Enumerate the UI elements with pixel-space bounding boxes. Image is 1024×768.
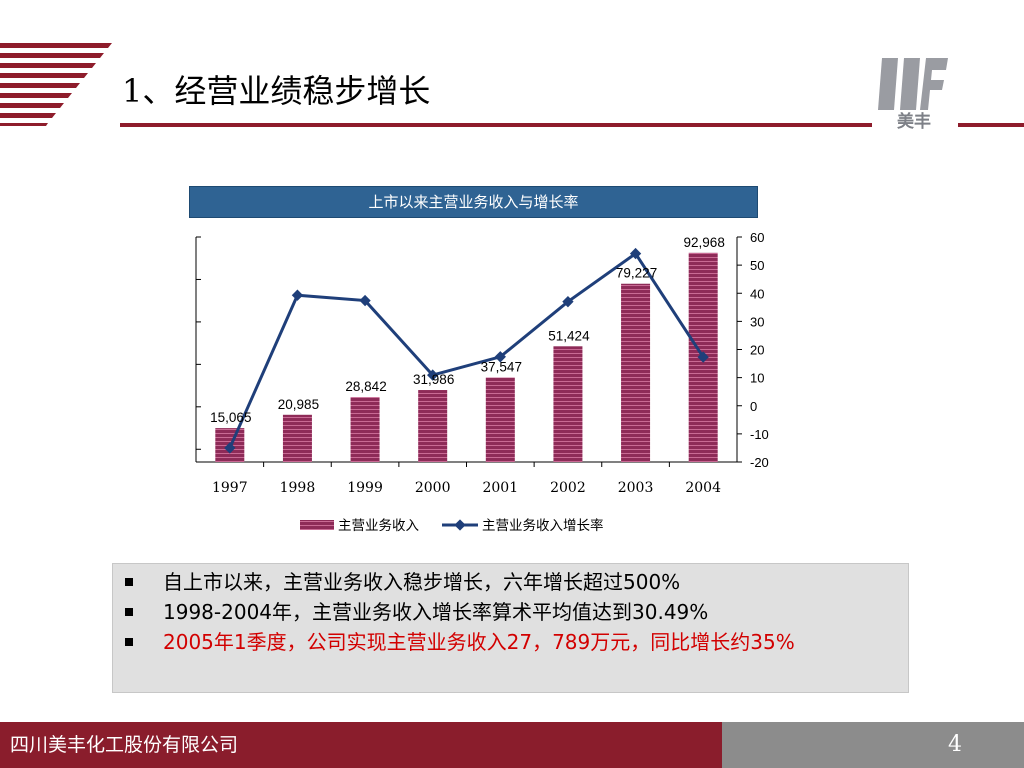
right-tick-label: -10	[750, 427, 769, 442]
x-tick-label: 2000	[415, 480, 451, 496]
right-tick-label: 10	[750, 371, 764, 386]
bullet-text: 自上市以来，主营业务收入稳步增长，六年增长超过500%	[163, 570, 681, 594]
bar-value-label: 15,065	[210, 410, 251, 425]
right-tick-label: 40	[750, 286, 764, 301]
x-tick-label: 1997	[212, 480, 248, 496]
company-logo	[878, 58, 948, 110]
x-tick-label: 2004	[685, 480, 721, 496]
growth-rate-point	[697, 351, 709, 363]
right-tick-label: 50	[750, 258, 764, 273]
bar-value-label: 28,842	[345, 379, 386, 394]
right-tick-label: 20	[750, 343, 764, 358]
revenue-bar	[485, 377, 515, 462]
right-tick-label: -20	[750, 455, 769, 470]
bar-value-label: 51,424	[548, 328, 590, 343]
square-bullet-icon	[125, 638, 133, 646]
bar-value-label: 79,227	[616, 266, 657, 281]
title-underline	[120, 123, 872, 127]
x-tick-label: 1999	[347, 480, 383, 496]
x-tick-label: 2002	[550, 480, 586, 496]
bar-value-label: 20,985	[278, 397, 319, 412]
bar-value-label: 92,968	[684, 235, 725, 250]
growth-rate-point	[427, 369, 439, 381]
page-number: 4	[948, 732, 962, 757]
bar-value-label: 31,986	[413, 372, 454, 387]
summary-bullets: 自上市以来，主营业务收入稳步增长，六年增长超过500% 1998-2004年，主…	[112, 563, 909, 693]
revenue-bar	[621, 283, 651, 462]
revenue-bar	[418, 390, 448, 462]
footer-page-area: 4	[722, 722, 1024, 768]
chart-title: 上市以来主营业务收入与增长率	[189, 186, 758, 218]
bullet-text: 2005年1季度，公司实现主营业务收入27，789万元，同比增长约35%	[163, 630, 795, 654]
square-bullet-icon	[125, 608, 133, 616]
legend-label: 主营业务收入	[338, 518, 419, 534]
right-tick-label: 0	[750, 399, 757, 414]
x-tick-label: 2003	[618, 480, 654, 496]
growth-rate-point	[291, 289, 304, 301]
growth-rate-point	[494, 351, 506, 363]
x-tick-label: 2001	[482, 480, 518, 496]
revenue-bar	[350, 397, 380, 462]
header-stripes-decoration	[0, 43, 112, 126]
logo-underline	[958, 123, 1024, 127]
growth-rate-line	[228, 251, 705, 449]
revenue-bar	[553, 346, 583, 462]
logo-text: 美丰	[878, 111, 950, 133]
revenue-growth-chart: 60 50 40 30 20 10 0 -10 -20 1997 1998 1999 2000 2001 2…	[195, 230, 769, 534]
legend-diamond-icon	[454, 519, 466, 531]
revenue-bar	[282, 414, 312, 462]
bullet-text: 1998-2004年，主营业务收入增长率算术平均值达到30.49%	[163, 600, 709, 624]
right-tick-label: 60	[750, 230, 764, 245]
bar-value-label: 37,547	[481, 360, 522, 375]
footer-company-name: 四川美丰化工股份有限公司	[0, 722, 722, 768]
square-bullet-icon	[125, 578, 133, 586]
x-tick-label: 1998	[280, 480, 316, 496]
page-title: 1、经营业绩稳步增长	[122, 72, 431, 110]
legend-label: 主营业务收入增长率	[482, 517, 604, 534]
legend-bar-swatch	[300, 520, 334, 530]
right-tick-label: 30	[750, 314, 764, 329]
